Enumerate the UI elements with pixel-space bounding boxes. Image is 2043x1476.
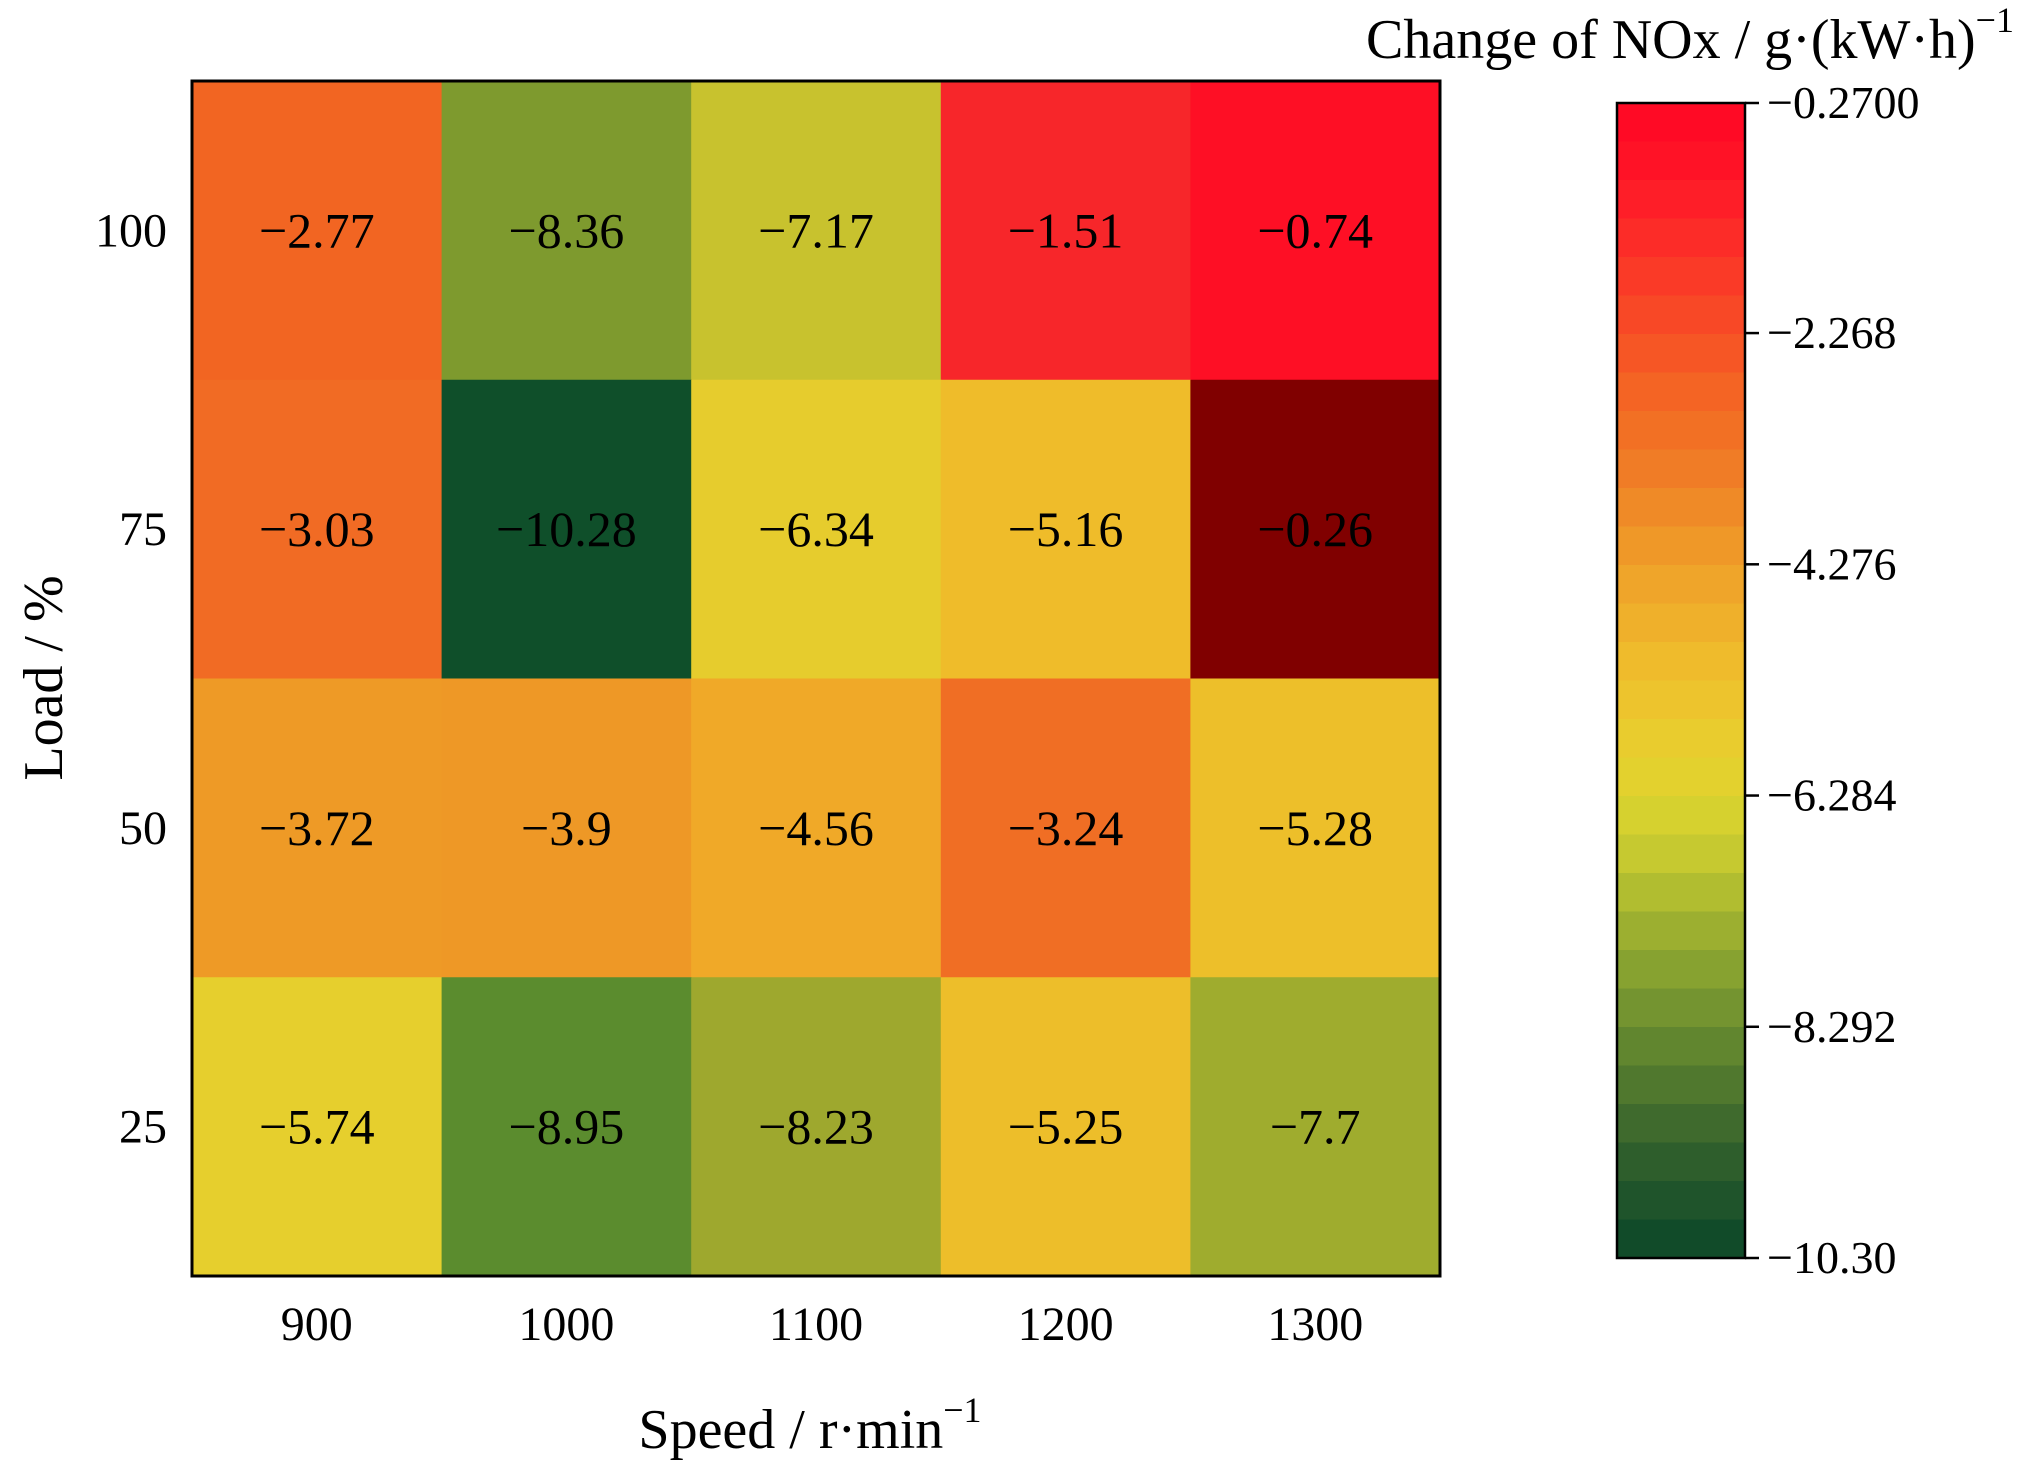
y-tick-label: 75 [119,503,167,556]
heatmap-cell [691,977,942,1277]
heatmap-cell [1190,977,1441,1277]
colorbar-tick-label: −10.30 [1767,1232,1896,1283]
heatmap-cell [192,977,443,1277]
cell-value-label: −2.77 [259,202,375,258]
cell-value-label: −0.26 [1257,501,1373,557]
y-tick-label: 25 [119,1101,167,1154]
y-tick-label: 100 [95,204,167,257]
heatmap-cell [192,379,443,680]
colorbar-band [1617,1142,1745,1182]
colorbar-tick-label: −8.292 [1767,1001,1896,1052]
cell-value-label: −8.95 [509,1099,625,1155]
colorbar-band [1617,257,1745,297]
heatmap-cell [940,678,1191,978]
colorbar-band [1617,873,1745,913]
x-axis-title: Speed / r·min−1 [638,1390,981,1461]
colorbar [1617,103,1745,1259]
colorbar-band [1617,1219,1745,1259]
heatmap-cell [1190,81,1441,381]
colorbar-band [1617,1027,1745,1067]
y-tick-label: 50 [119,802,167,855]
heatmap-cell [691,678,942,978]
cell-value-label: −3.24 [1008,800,1124,856]
colorbar-title-superscript: −1 [1976,0,2014,40]
colorbar-band [1617,1104,1745,1144]
cell-value-label: −7.17 [758,202,874,258]
colorbar-band [1617,642,1745,682]
cell-value-label: −5.16 [1008,501,1124,557]
cell-value-label: −5.28 [1257,800,1373,856]
plot-frame [190,79,1442,1278]
heatmap-cell [691,379,942,680]
heatmap-cell [1190,678,1441,978]
cell-value-label: −8.36 [509,202,625,258]
cell-value-label: −7.7 [1270,1099,1361,1155]
heatmap-cell [192,81,443,381]
x-tick-label: 1300 [1267,1298,1363,1351]
colorbar-band [1617,141,1745,181]
colorbar-band [1617,950,1745,990]
heatmap-cell [441,81,692,381]
colorbar-title: Change of NOx / g·(kW·h)−1 [1366,0,2014,71]
colorbar-tick-label: −0.2700 [1767,77,1919,128]
cell-value-label: −3.72 [259,800,375,856]
x-tick-label: 1100 [769,1298,863,1351]
cell-value-label: −5.25 [1008,1099,1124,1155]
cell-value-label: −6.34 [758,501,874,557]
x-tick-label: 1200 [1018,1298,1114,1351]
cell-value-label: −3.9 [521,800,612,856]
colorbar-band [1617,218,1745,258]
colorbar-tick-label: −4.276 [1767,538,1896,589]
heatmap-cells [192,81,1441,1277]
colorbar-band [1617,449,1745,489]
heatmap-cell [940,81,1191,381]
heatmap-cell [940,977,1191,1277]
colorbar-frame [1615,101,1747,1260]
cell-value-label: −4.56 [758,800,874,856]
colorbar-band [1617,488,1745,528]
colorbar-band [1617,334,1745,374]
heatmap-cell [940,379,1191,680]
colorbar-band [1617,1181,1745,1221]
x-tick-label: 900 [281,1298,353,1351]
cell-value-label: −0.74 [1257,202,1373,258]
colorbar-band [1617,911,1745,951]
colorbar-band [1617,295,1745,335]
y-tick-labels: 100 75 50 25 [95,204,167,1153]
colorbar-ticks: −0.2700 −2.268 −4.276 −6.284 −8.292 −10.30 [1745,77,1919,1283]
colorbar-tick-label: −2.268 [1767,307,1896,358]
colorbar-band [1617,565,1745,605]
cell-value-label: −5.74 [259,1099,375,1155]
colorbar-band [1617,680,1745,720]
cell-value-label: −10.28 [496,501,637,557]
colorbar-band [1617,988,1745,1028]
heatmap-cell [192,678,443,978]
colorbar-band [1617,180,1745,220]
cell-value-label: −3.03 [259,501,375,557]
heatmap-cell [441,977,692,1277]
heatmap-cell [441,379,692,680]
colorbar-band [1617,526,1745,566]
x-axis-title-superscript: −1 [943,1390,981,1430]
colorbar-band [1617,719,1745,759]
heatmap-cell [441,678,692,978]
cell-value-label: −1.51 [1008,202,1124,258]
x-tick-labels: 900 1000 1100 1200 1300 [281,1298,1363,1351]
x-tick-label: 1000 [518,1298,614,1351]
colorbar-band [1617,757,1745,797]
y-axis-title: Load / % [13,575,75,780]
colorbar-band [1617,372,1745,412]
colorbar-band [1617,603,1745,643]
colorbar-band [1617,796,1745,836]
cell-value-label: −8.23 [758,1099,874,1155]
heatmap-cell [1190,379,1441,680]
colorbar-band [1617,103,1745,143]
colorbar-tick-label: −6.284 [1767,770,1896,821]
cell-labels: −2.77 −8.36 −7.17 −1.51 −0.74 −3.03 −10.28 −6.3… [259,202,1373,1154]
colorbar-band [1617,834,1745,874]
colorbar-band [1617,1065,1745,1105]
heatmap-cell [691,81,942,381]
colorbar-band [1617,411,1745,451]
